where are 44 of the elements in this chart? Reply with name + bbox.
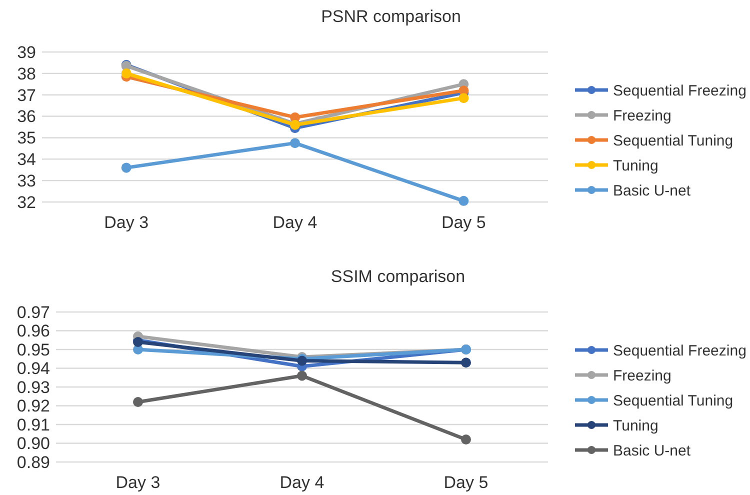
x-tick-label: Day 3: [116, 473, 160, 492]
point: [461, 358, 471, 368]
point: [297, 370, 307, 381]
chart-title: PSNR comparison: [321, 7, 461, 26]
legend-label: Basic U-net: [613, 182, 692, 200]
point: [121, 162, 132, 173]
y-tick-label: 0.93: [16, 378, 50, 397]
x-tick-label: Day 5: [441, 213, 486, 232]
y-tick-label: 32: [17, 192, 36, 212]
legend-label: Sequential Freezing: [613, 82, 746, 100]
legend-label: Sequential Tuning: [613, 132, 734, 150]
y-tick-label: 33: [17, 172, 36, 191]
legend-label: Freezing: [613, 107, 672, 124]
point: [458, 196, 469, 206]
point: [121, 68, 132, 78]
y-tick-label: 0.95: [16, 340, 50, 360]
y-tick-label: 0.92: [16, 396, 50, 416]
y-tick-label: 0.90: [16, 434, 50, 454]
x-tick-label: Day 3: [104, 213, 149, 232]
y-tick-label: 0.91: [16, 415, 50, 434]
y-tick-label: 0.96: [16, 322, 50, 341]
legend-label: Sequential Freezing: [613, 342, 746, 360]
legend-label: Tuning: [613, 157, 658, 174]
y-tick-label: 38: [17, 64, 36, 84]
x-tick-label: Day 4: [280, 473, 324, 492]
legend-label: Tuning: [613, 417, 658, 434]
point: [461, 434, 471, 444]
y-tick-label: 39: [17, 42, 36, 62]
point: [290, 138, 300, 148]
chart-title: SSIM comparison: [330, 267, 466, 286]
legend-label: Basic U-net: [613, 442, 692, 460]
point: [458, 93, 469, 104]
y-tick-label: 0.94: [16, 359, 50, 378]
y-tick-label: 37: [17, 86, 36, 105]
x-tick-label: Day 5: [444, 473, 488, 492]
y-tick-label: 35: [17, 128, 36, 148]
point: [133, 397, 143, 407]
y-tick-label: 34: [17, 150, 36, 170]
y-tick-label: 0.89: [16, 452, 50, 472]
x-tick-label: Day 4: [272, 213, 318, 232]
y-tick-label: 0.97: [16, 302, 50, 322]
legend-label: Sequential Tuning: [613, 392, 734, 410]
y-tick-label: 36: [17, 107, 36, 126]
legend-label: Freezing: [613, 367, 672, 384]
